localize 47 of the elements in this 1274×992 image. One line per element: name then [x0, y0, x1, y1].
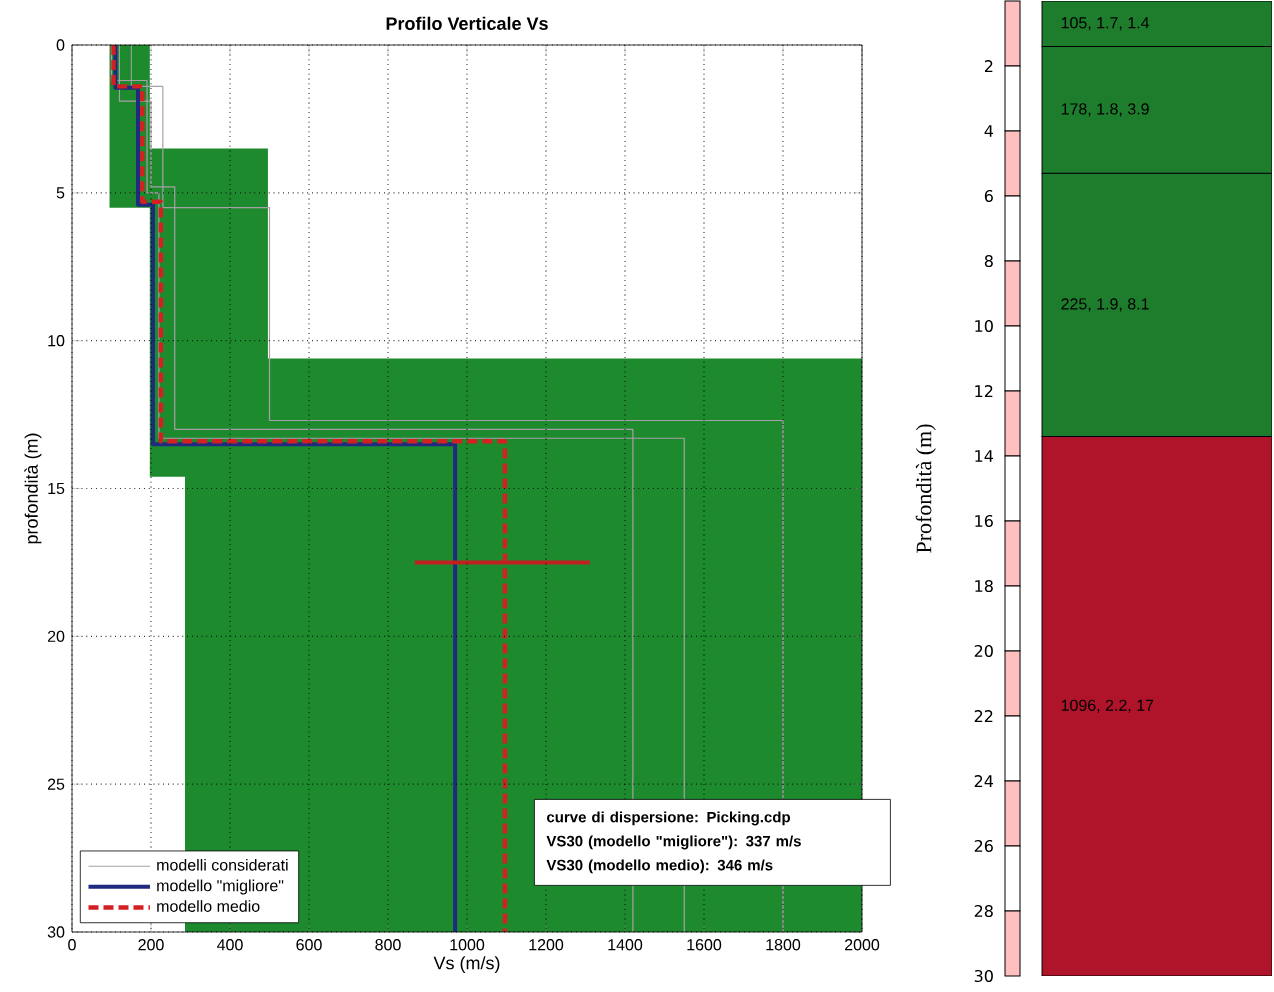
data-label: 225, 1.9, 8.1 — [1061, 298, 1149, 312]
y-axis-title: Profondità (m) — [915, 424, 936, 553]
y-tick-label: 18 — [975, 579, 993, 593]
x-tick-label: 1400 — [608, 939, 643, 951]
y-tick-label: 12 — [975, 385, 993, 397]
y-tick-label: 25 — [47, 778, 65, 790]
y-tick-label: 10 — [975, 319, 993, 333]
y-tick-label: 0 — [56, 39, 65, 51]
y-tick-label: 30 — [47, 926, 65, 938]
y-tick-label: 5 — [56, 187, 65, 199]
annotation: VS30 (modello medio): 346 m/s — [546, 859, 773, 874]
x-tick-label: 1600 — [687, 939, 722, 951]
x-tick-label: 0 — [68, 939, 76, 951]
y-tick-label: 15 — [48, 482, 65, 495]
y-tick-label: 20 — [974, 644, 993, 658]
legend-label: modelli considerati — [157, 858, 288, 871]
y-tick-label: 24 — [974, 775, 994, 787]
y-tick-label: 2 — [984, 60, 993, 72]
chart-title: Profilo Verticale Vs — [386, 16, 548, 30]
y-tick-label: 6 — [984, 189, 993, 203]
x-axis-title: Vs (m/s) — [433, 956, 500, 973]
x-tick-label: 200 — [138, 939, 164, 951]
x-tick-label: 1000 — [450, 939, 485, 951]
annotation: curve di dispersione: Picking.cdp — [547, 811, 790, 826]
y-tick-label: 14 — [975, 450, 994, 462]
legend-label: modello "migliore" — [157, 879, 284, 895]
x-tick-label: 600 — [296, 939, 322, 951]
data-label: 105, 1.7, 1.4 — [1061, 17, 1150, 31]
y-tick-label: 8 — [984, 254, 993, 268]
x-tick-label: 2000 — [845, 939, 880, 951]
y-tick-label: 30 — [974, 969, 993, 983]
x-tick-label: 1800 — [766, 939, 801, 951]
x-tick-label: 400 — [217, 939, 243, 951]
data-label: 178, 1.8, 3.9 — [1061, 103, 1149, 117]
y-tick-label: 22 — [974, 710, 993, 722]
y-tick-label: 26 — [974, 839, 993, 853]
y-tick-label: 28 — [974, 904, 993, 918]
legend-label: modello medio — [157, 900, 260, 912]
data-label: 1096, 2.2, 17 — [1061, 699, 1154, 713]
y-tick-label: 20 — [47, 630, 65, 643]
y-tick-label: 16 — [975, 514, 993, 528]
y-axis-title: profondità (m) — [24, 433, 42, 544]
y-tick-label: 10 — [48, 335, 65, 347]
y-tick-label: 4 — [984, 125, 994, 137]
x-tick-label: 800 — [375, 939, 401, 951]
annotation: VS30 (modello "migliore"): 337 m/s — [546, 835, 801, 850]
x-tick-label: 1200 — [529, 939, 564, 951]
